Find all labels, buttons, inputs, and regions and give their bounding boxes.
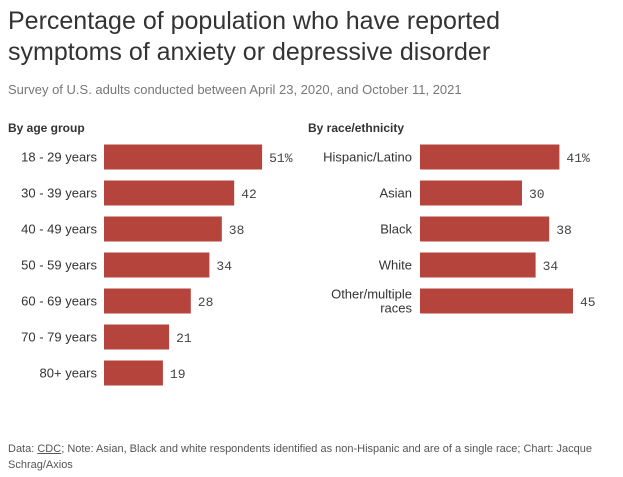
bar [420, 216, 550, 242]
category-label: 30 - 39 years [21, 186, 97, 201]
category-label: 60 - 69 years [21, 294, 97, 309]
bar [104, 216, 222, 242]
bar [104, 180, 235, 206]
category-label: Black [380, 222, 412, 237]
bar [104, 252, 210, 278]
value-label: 19 [170, 367, 186, 382]
category-label: Hispanic/Latino [323, 150, 412, 165]
panel-heading: By age group [8, 121, 85, 135]
bar [420, 180, 522, 206]
category-label: 80+ years [40, 366, 98, 381]
category-label: Asian [379, 186, 412, 201]
category-label: 40 - 49 years [21, 222, 97, 237]
value-label: 41% [566, 151, 590, 166]
bar [104, 144, 263, 170]
value-label: 34 [216, 259, 232, 274]
chart-subtitle: Survey of U.S. adults conducted between … [8, 82, 462, 97]
bar-charts: By age group 18 - 29 years 51% 30 - 39 year… [8, 121, 596, 386]
bar [420, 144, 560, 170]
value-label: 38 [556, 223, 572, 238]
chart-footer: Data: CDC; Note: Asian, Black and white … [8, 441, 613, 473]
chart-title: Percentage of population who have report… [8, 7, 501, 66]
value-label: 45 [580, 295, 596, 310]
bar [420, 252, 536, 278]
category-label: 18 - 29 years [21, 150, 97, 165]
panel-heading: By race/ethnicity [308, 121, 404, 135]
bar [104, 360, 163, 386]
source-link[interactable]: CDC [37, 443, 62, 455]
category-label: White [379, 258, 412, 273]
value-label: 42 [241, 187, 257, 202]
value-label: 51% [269, 151, 293, 166]
value-label: 28 [198, 295, 214, 310]
footer-prefix: Data: [8, 443, 38, 455]
footer-note: ; Note: Asian, Black and white responden… [8, 443, 592, 471]
category-label: Other/multiple [331, 287, 412, 302]
category-label: 50 - 59 years [21, 258, 97, 273]
value-label: 38 [229, 223, 245, 238]
bar [104, 288, 191, 314]
value-label: 21 [176, 331, 192, 346]
value-label: 34 [543, 259, 559, 274]
category-label: races [380, 301, 412, 316]
value-label: 30 [529, 187, 545, 202]
bar [420, 288, 573, 314]
bar [104, 324, 170, 350]
category-label: 70 - 79 years [21, 330, 97, 345]
